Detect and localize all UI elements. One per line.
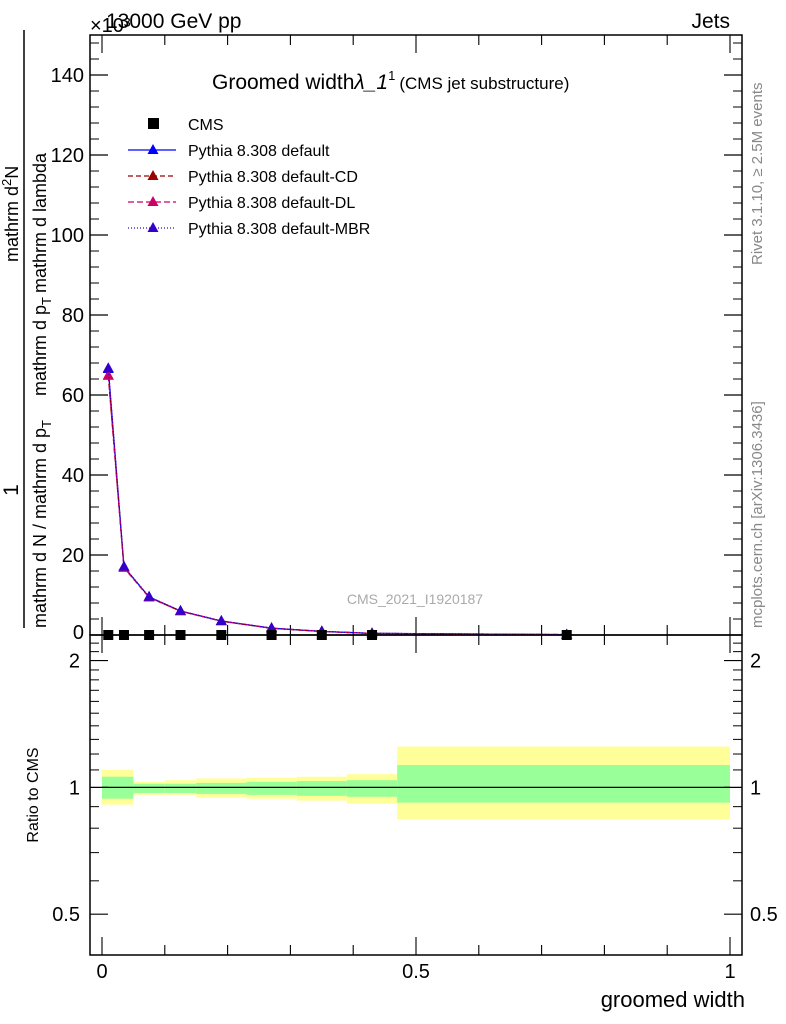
main-y-tick-label: 120 (51, 145, 84, 167)
legend-marker (147, 170, 159, 180)
main-y-tick-label: 60 (62, 385, 84, 407)
ratio-x-tick-label: 1 (724, 961, 735, 983)
y-axis-label: 1 mathrm d N / mathrm d pT mathrm d2N ma… (0, 30, 54, 628)
legend-marker (147, 144, 159, 154)
y-label-den2b: mathrm d lambda (30, 152, 50, 293)
plot-title: Groomed widthλ_11 (CMS jet substructure) (212, 68, 569, 94)
y-label-num2: N (2, 166, 22, 179)
y-label-num-text: mathrm d (2, 186, 22, 262)
plot-title-symbol: λ_1 (353, 71, 388, 94)
mcplots-label: mcplots.cern.ch [arXiv:1306.3436] (749, 401, 766, 628)
series-line-0 (107, 368, 567, 636)
ratio-bands (102, 746, 730, 820)
legend-cms-marker (148, 118, 159, 129)
x-axis-label: groomed width (601, 987, 745, 1012)
y-label-den2-text: mathrm d p (30, 305, 50, 396)
plot-title-note: (CMS jet substructure) (399, 74, 569, 93)
series-point-3 (143, 590, 155, 601)
legend-label: Pythia 8.308 default (188, 143, 330, 160)
ratio-stat-band (346, 780, 398, 797)
legend-marker (147, 222, 159, 232)
legend: CMS Pythia 8.308 default Pythia 8.308 defa… (128, 117, 370, 238)
main-panel: 20 40 60 80 100 120 140 0 CMS_2021_I1920187 Gro… (0, 30, 743, 644)
ratio-x-axis: 0 0.5 1 (96, 635, 736, 983)
series-point-3 (118, 560, 130, 571)
ratio-stat-band (133, 783, 165, 793)
ratio-stat-band (164, 783, 197, 793)
plot-title-text: Groomed width (212, 71, 354, 94)
header-exponent: ×10³ (90, 15, 131, 37)
watermark: CMS_2021_I1920187 (347, 591, 483, 607)
ratio-panel: 0.5 0.51 12 2 0 0.5 1 Ratio to CMS groomed wi… (25, 634, 778, 1012)
legend-label: Pythia 8.308 default-DL (188, 195, 355, 212)
main-y-tick-label: 100 (51, 225, 84, 247)
ratio-y-label: Ratio to CMS (25, 747, 42, 842)
ratio-stat-band (296, 781, 347, 796)
main-y-tick-label: 80 (62, 305, 84, 327)
header-jets: Jets (691, 10, 730, 33)
legend-label: Pythia 8.308 default-CD (188, 169, 358, 186)
series-point-3 (175, 604, 186, 615)
header-energy: 13000 GeV pp (106, 10, 241, 33)
ratio-x-tick-label: 0 (96, 961, 107, 983)
legend-label: CMS (188, 117, 224, 134)
legend-label: Pythia 8.308 default-MBR (188, 221, 370, 238)
y-label-num: mathrm d2N (0, 166, 22, 262)
main-y-tick-label: 20 (62, 545, 84, 567)
series-line-1 (107, 375, 567, 636)
ratio-y-tick-label: 0.5 (52, 904, 80, 926)
main-y-tick-label: 140 (51, 65, 84, 87)
ratio-y-tick-label: 1 (69, 777, 80, 799)
ratio-y-tick-label: 2 (69, 651, 80, 673)
y-label-num-sup: 2 (0, 179, 14, 186)
ratio-y-axis: 0.5 0.5 1 1 2 2 (52, 642, 778, 926)
ratio-stat-band (196, 782, 247, 794)
y-label-den-main: mathrm d N / mathrm d pT (30, 420, 54, 628)
series-point-3 (266, 622, 278, 633)
rivet-label: Rivet 3.1.10, ≥ 2.5M events (749, 83, 766, 266)
main-series (102, 362, 573, 639)
series-line-2 (107, 375, 567, 636)
main-y-tick-label-zero: 0 (73, 622, 84, 644)
plot-title-sup: 1 (388, 68, 395, 83)
legend-marker (147, 196, 159, 206)
series-point-3 (215, 614, 227, 625)
ratio-y-tick-label-right: 0.5 (750, 904, 778, 926)
y-label-one: 1 (0, 484, 23, 496)
y-label-den2: mathrm d pTmathrm d lambda (30, 152, 54, 396)
main-y-axis: 20 40 60 80 100 120 140 0 (51, 42, 742, 644)
ratio-stat-band (397, 765, 730, 803)
y-label-den-text: mathrm d N / mathrm d p (30, 428, 50, 628)
main-y-tick-label: 40 (62, 465, 84, 487)
ratio-stat-band (246, 781, 297, 795)
ratio-x-tick-label: 0.5 (402, 961, 430, 983)
ratio-y-tick-label-right: 2 (750, 651, 761, 673)
ratio-y-tick-label-right: 1 (750, 777, 761, 799)
series-line-3 (107, 368, 567, 636)
y-label-den-sub: T (39, 420, 54, 428)
series-point-3 (102, 362, 114, 373)
y-label-den2-sub: T (39, 297, 54, 305)
